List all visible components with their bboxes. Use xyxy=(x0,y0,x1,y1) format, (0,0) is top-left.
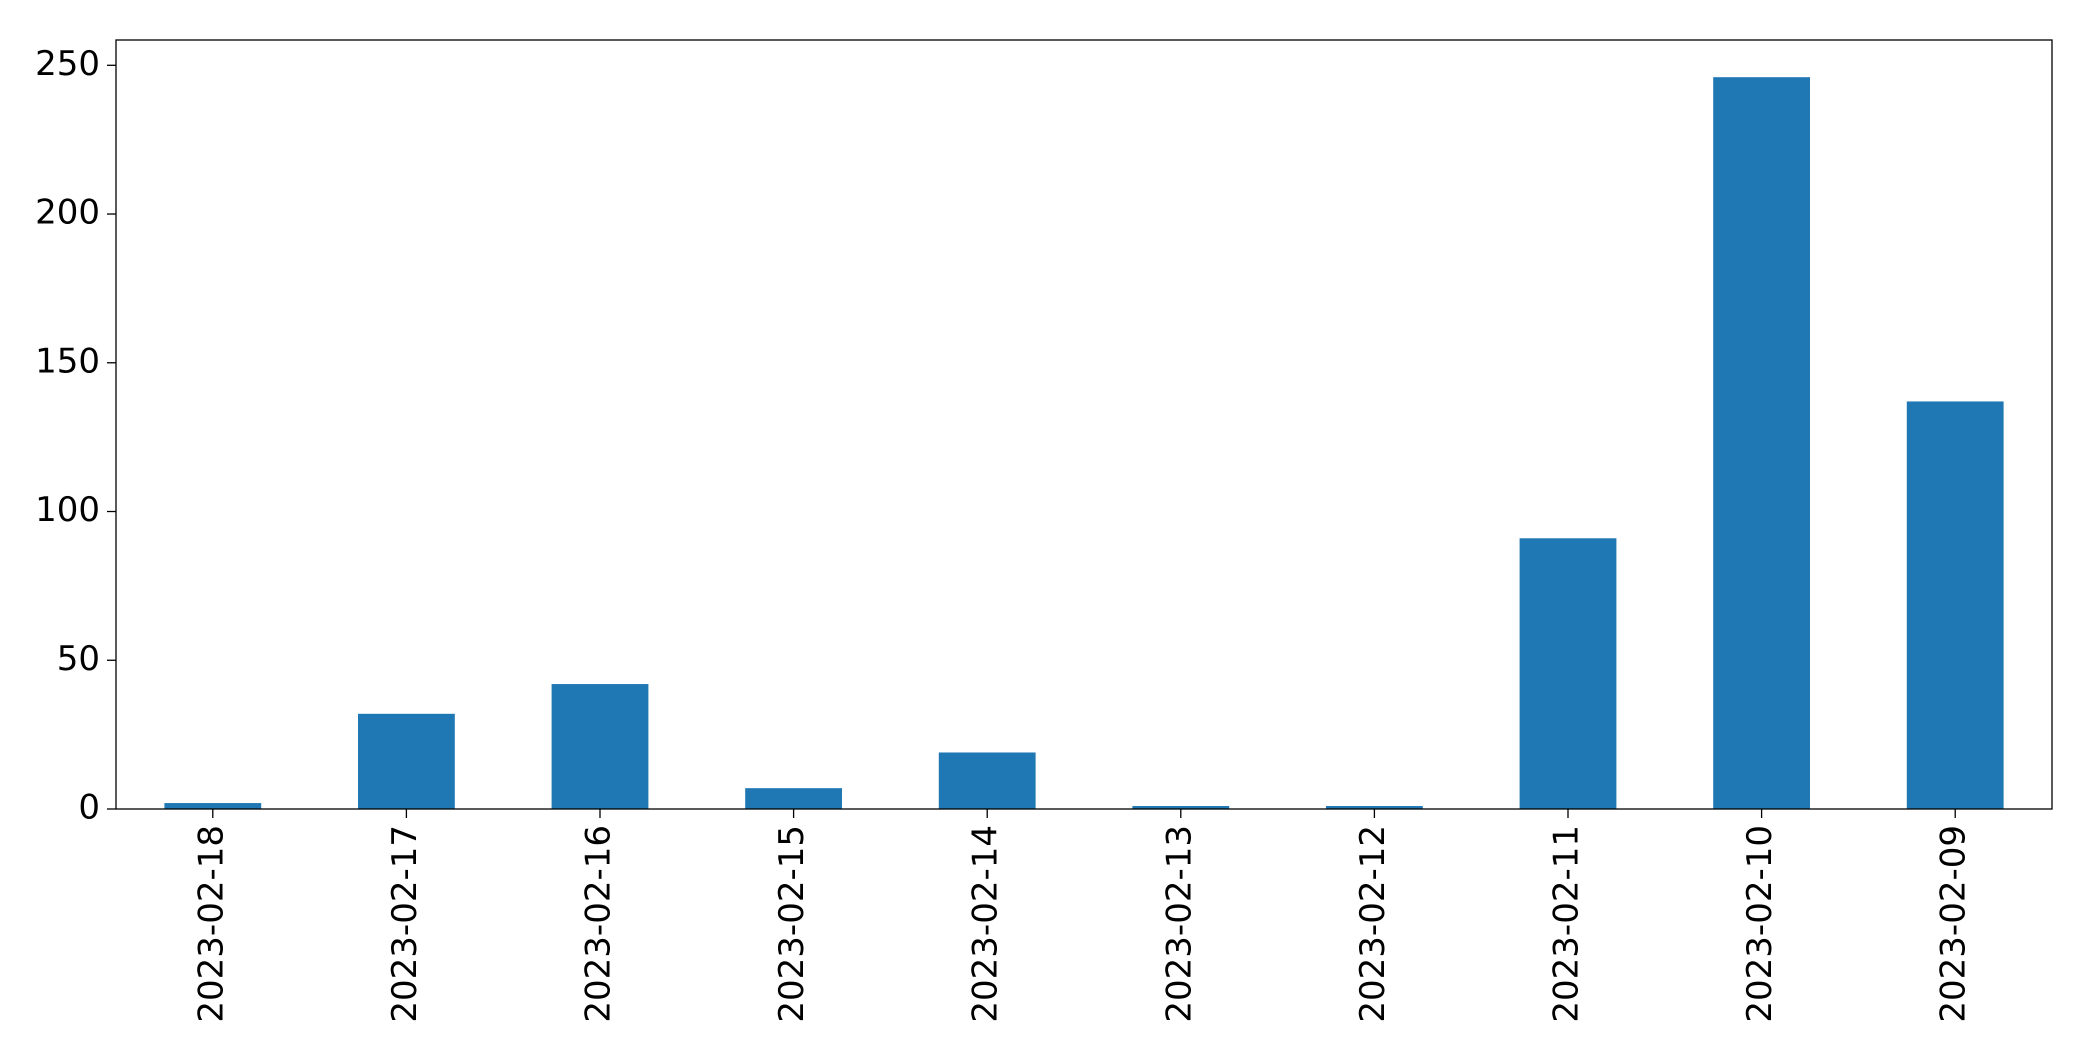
x-tick-label: 2023-02-16 xyxy=(579,825,619,1023)
bar xyxy=(358,713,455,809)
bar xyxy=(1132,806,1230,809)
y-tick-label: 250 xyxy=(35,44,100,84)
x-tick-label: 2023-02-10 xyxy=(1740,825,1780,1023)
x-tick-label: 2023-02-18 xyxy=(191,825,231,1023)
bar xyxy=(938,752,1036,809)
x-tick-label: 2023-02-09 xyxy=(1934,825,1974,1023)
y-tick-label: 150 xyxy=(35,341,100,381)
bar xyxy=(745,788,842,809)
bar xyxy=(1713,77,1810,810)
bar xyxy=(164,803,262,809)
bar xyxy=(1326,806,1423,809)
y-tick-label: 0 xyxy=(78,788,100,828)
bar xyxy=(551,684,649,809)
x-tick-label: 2023-02-11 xyxy=(1547,825,1587,1023)
x-tick-label: 2023-02-12 xyxy=(1353,825,1393,1023)
bar xyxy=(1906,401,2004,809)
x-tick-label: 2023-02-14 xyxy=(966,825,1006,1023)
x-tick-label: 2023-02-15 xyxy=(772,825,812,1023)
y-tick-label: 100 xyxy=(35,490,100,530)
y-tick-label: 200 xyxy=(35,193,100,233)
x-tick-label: 2023-02-13 xyxy=(1159,825,1199,1023)
plot-frame xyxy=(115,39,2053,810)
x-tick-label: 2023-02-17 xyxy=(385,825,425,1023)
bar xyxy=(1519,538,1617,809)
y-tick-label: 50 xyxy=(57,639,100,679)
